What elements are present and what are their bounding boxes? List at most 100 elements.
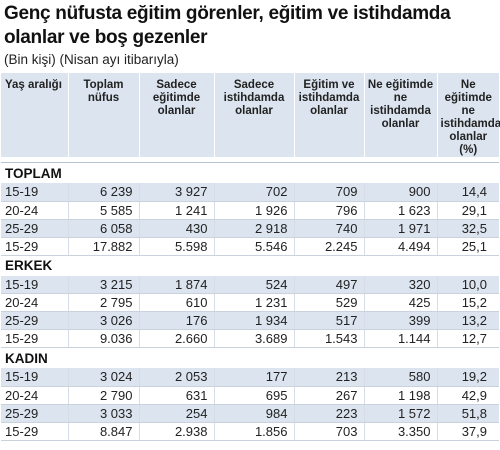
table-cell: 51,8 xyxy=(436,404,499,423)
table-cell: 2 918 xyxy=(213,219,294,238)
table-cell: 25,1 xyxy=(436,237,499,256)
table-cell: 6 058 xyxy=(67,219,139,238)
table-cell: 213 xyxy=(293,368,364,387)
table-cell: 254 xyxy=(138,404,214,423)
table-cell: 15-29 xyxy=(1,422,68,441)
table-cell: 5.598 xyxy=(138,237,214,256)
col-header-age-range: Yaş aralığı xyxy=(1,73,68,157)
table-row: 15-19 6 239 3 927 702 709 900 14,4 xyxy=(1,183,499,202)
table-cell: 10,0 xyxy=(436,275,499,294)
table-row: 25-29 6 058 430 2 918 740 1 971 32,5 xyxy=(1,219,499,238)
table-cell: 1 241 xyxy=(138,201,214,220)
table-cell: 20-24 xyxy=(1,201,68,220)
table-cell: 702 xyxy=(213,183,294,202)
table-cell: 984 xyxy=(213,404,294,423)
table-cell: 320 xyxy=(363,275,437,294)
table-cell: 17.882 xyxy=(67,237,139,256)
table-cell: 524 xyxy=(213,275,294,294)
section-row: TOPLAM xyxy=(1,162,499,183)
col-header-only-education: Sadece eğitimde olanlar xyxy=(138,73,214,157)
table-cell: 15-19 xyxy=(1,275,68,294)
table-cell: 15-19 xyxy=(1,368,68,387)
col-header-only-employment: Sadece istihdamda olanlar xyxy=(213,73,294,157)
table-cell: 1.856 xyxy=(213,422,294,441)
table-cell: 695 xyxy=(213,386,294,405)
table-cell: 1 874 xyxy=(138,275,214,294)
table-cell: 703 xyxy=(293,422,364,441)
table-cell: 3.689 xyxy=(213,329,294,348)
section-label: KADIN xyxy=(1,347,499,368)
table-cell: 3 927 xyxy=(138,183,214,202)
data-table: Yaş aralığı Toplam nüfus Sadece eğitimde… xyxy=(1,73,500,441)
table-cell: 1.144 xyxy=(363,329,437,348)
table-cell: 20-24 xyxy=(1,293,68,312)
table-row: 25-29 3 026 176 1 934 517 399 13,2 xyxy=(1,311,499,330)
table-cell: 3 026 xyxy=(67,311,139,330)
table-cell: 15-29 xyxy=(1,237,68,256)
section-row: ERKEK xyxy=(1,254,499,276)
table-cell: 631 xyxy=(138,386,214,405)
table-cell: 5.546 xyxy=(213,237,294,256)
table-cell: 425 xyxy=(363,293,437,312)
col-header-total-population: Toplam nüfus xyxy=(67,73,139,157)
table-cell: 2.660 xyxy=(138,329,214,348)
col-header-education-and-employment: Eğitim ve istihdamda olanlar xyxy=(293,73,364,157)
table-row: 15-29 9.036 2.660 3.689 1.543 1.144 12,7 xyxy=(1,329,499,348)
table-cell: 517 xyxy=(293,311,364,330)
table-cell: 5 585 xyxy=(67,201,139,220)
table-row: 15-19 3 024 2 053 177 213 580 19,2 xyxy=(1,368,499,387)
table-row: 15-19 3 215 1 874 524 497 320 10,0 xyxy=(1,275,499,294)
table-cell: 2 790 xyxy=(67,386,139,405)
table-cell: 15-19 xyxy=(1,183,68,202)
table-cell: 9.036 xyxy=(67,329,139,348)
table-cell: 3 033 xyxy=(67,404,139,423)
table-cell: 25-29 xyxy=(1,219,68,238)
table-cell: 1 971 xyxy=(363,219,437,238)
table-cell: 2.245 xyxy=(293,237,364,256)
table-cell: 529 xyxy=(293,293,364,312)
section-row: KADIN xyxy=(1,347,499,368)
table-cell: 12,7 xyxy=(436,329,499,348)
table-cell: 2 795 xyxy=(67,293,139,312)
table-cell: 1 934 xyxy=(213,311,294,330)
table-cell: 796 xyxy=(293,201,364,220)
table-cell: 223 xyxy=(293,404,364,423)
table-row: 20-24 5 585 1 241 1 926 796 1 623 29,1 xyxy=(1,201,499,220)
table-row: 15-29 17.882 5.598 5.546 2.245 4.494 25,1 xyxy=(1,237,499,256)
table-cell: 8.847 xyxy=(67,422,139,441)
table-cell: 177 xyxy=(213,368,294,387)
table-cell: 1 572 xyxy=(363,404,437,423)
table-cell: 399 xyxy=(363,311,437,330)
table-cell: 14,4 xyxy=(436,183,499,202)
table-cell: 497 xyxy=(293,275,364,294)
table-cell: 32,5 xyxy=(436,219,499,238)
table-cell: 13,2 xyxy=(436,311,499,330)
table-cell: 6 239 xyxy=(67,183,139,202)
table-cell: 430 xyxy=(138,219,214,238)
table-cell: 709 xyxy=(293,183,364,202)
table-row: 25-29 3 033 254 984 223 1 572 51,8 xyxy=(1,404,499,423)
table-cell: 610 xyxy=(138,293,214,312)
table-cell: 3 024 xyxy=(67,368,139,387)
table-cell: 267 xyxy=(293,386,364,405)
table-cell: 2.938 xyxy=(138,422,214,441)
table-cell: 25-29 xyxy=(1,404,68,423)
table-cell: 1 198 xyxy=(363,386,437,405)
table-row: 15-29 8.847 2.938 1.856 703 3.350 37,9 xyxy=(1,422,499,441)
table-row: 20-24 2 795 610 1 231 529 425 15,2 xyxy=(1,293,499,312)
table-cell: 15,2 xyxy=(436,293,499,312)
table-row: 20-24 2 790 631 695 267 1 198 42,9 xyxy=(1,386,499,405)
table-cell: 1.543 xyxy=(293,329,364,348)
table-cell: 19,2 xyxy=(436,368,499,387)
table-cell: 900 xyxy=(363,183,437,202)
table-cell: 37,9 xyxy=(436,422,499,441)
table-cell: 20-24 xyxy=(1,386,68,405)
page-title: Genç nüfusta eğitim görenler, eğitim ve … xyxy=(4,3,451,48)
table-cell: 15-29 xyxy=(1,329,68,348)
table-cell: 42,9 xyxy=(436,386,499,405)
table-cell: 29,1 xyxy=(436,201,499,220)
table-cell: 4.494 xyxy=(363,237,437,256)
subtitle: (Bin kişi) (Nisan ayı itibarıyla) xyxy=(4,52,179,67)
col-header-neet-percent: Ne eğitimde ne istihdamda olanlar (%) xyxy=(436,73,500,157)
